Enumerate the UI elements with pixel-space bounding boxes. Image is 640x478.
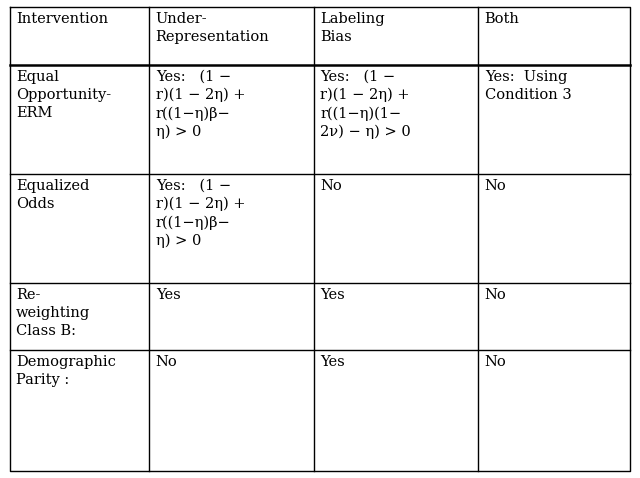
Text: No: No xyxy=(484,288,506,302)
Text: Intervention: Intervention xyxy=(16,12,108,26)
Text: Yes: Yes xyxy=(320,288,345,302)
Text: Yes:   (1 −
r)(1 − 2η) +
r((1−η)(1−
2ν) − η) > 0: Yes: (1 − r)(1 − 2η) + r((1−η)(1− 2ν) − … xyxy=(320,70,411,139)
Text: No: No xyxy=(484,355,506,369)
Text: Equalized
Odds: Equalized Odds xyxy=(16,179,90,211)
Text: Labeling
Bias: Labeling Bias xyxy=(320,12,385,44)
Text: Both: Both xyxy=(484,12,520,26)
Text: No: No xyxy=(156,355,177,369)
Text: Yes:   (1 −
r)(1 − 2η) +
r((1−η)β−
η) > 0: Yes: (1 − r)(1 − 2η) + r((1−η)β− η) > 0 xyxy=(156,70,245,139)
Text: Yes: Yes xyxy=(320,355,345,369)
Text: Yes:   (1 −
r)(1 − 2η) +
r((1−η)β−
η) > 0: Yes: (1 − r)(1 − 2η) + r((1−η)β− η) > 0 xyxy=(156,179,245,248)
Text: Yes:  Using
Condition 3: Yes: Using Condition 3 xyxy=(484,70,572,102)
Text: Re-
weighting
Class B:: Re- weighting Class B: xyxy=(16,288,90,337)
Text: Yes: Yes xyxy=(156,288,180,302)
Text: Demographic
Parity :: Demographic Parity : xyxy=(16,355,116,387)
Text: Equal
Opportunity-
ERM: Equal Opportunity- ERM xyxy=(16,70,111,120)
Text: No: No xyxy=(320,179,342,193)
Text: No: No xyxy=(484,179,506,193)
Text: Under-
Representation: Under- Representation xyxy=(156,12,269,44)
